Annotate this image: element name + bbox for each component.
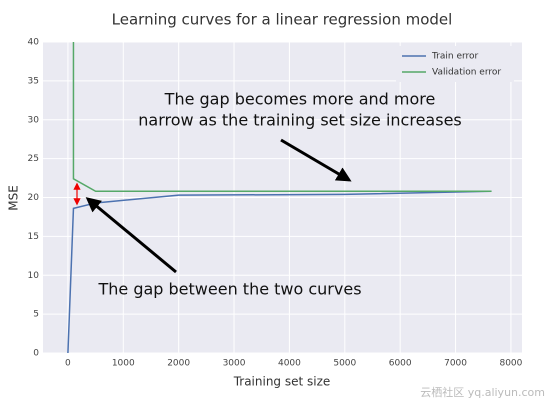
y-tick-label: 20 xyxy=(28,193,40,203)
x-tick-label: 7000 xyxy=(444,359,467,369)
legend-label: Validation error xyxy=(432,68,501,78)
x-tick-label: 8000 xyxy=(499,359,522,369)
y-tick-label: 40 xyxy=(28,38,40,48)
y-tick-label: 10 xyxy=(28,271,40,281)
series-line xyxy=(72,42,492,193)
y-tick-label: 15 xyxy=(28,232,39,242)
y-tick-label: 30 xyxy=(28,115,40,125)
legend-label: Train error xyxy=(431,52,479,62)
x-tick-label: 6000 xyxy=(389,359,412,369)
x-tick-label: 0 xyxy=(65,359,71,369)
chart-title: Learning curves for a linear regression … xyxy=(112,11,453,29)
x-tick-label: 5000 xyxy=(333,359,356,369)
y-tick-label: 5 xyxy=(33,310,39,320)
y-axis-label: MSE xyxy=(7,185,21,211)
annotation: narrow as the training set size increase… xyxy=(138,111,462,130)
x-tick-label: 2000 xyxy=(167,359,190,369)
annotation-arrow xyxy=(280,138,352,182)
annotation: The gap becomes more and more xyxy=(164,90,436,109)
annotation-arrow xyxy=(85,197,177,274)
annotation: The gap between the two curves xyxy=(97,280,361,299)
y-tick-label: 35 xyxy=(28,76,39,86)
x-tick-label: 3000 xyxy=(223,359,246,369)
x-tick-label: 4000 xyxy=(278,359,301,369)
legend-box xyxy=(396,46,514,82)
y-tick-label: 25 xyxy=(28,154,39,164)
watermark: 云栖社区 yq.aliyun.com xyxy=(420,385,545,399)
x-axis-label: Training set size xyxy=(233,375,331,389)
series-line xyxy=(67,190,492,353)
x-tick-label: 1000 xyxy=(112,359,135,369)
y-tick-label: 0 xyxy=(33,349,39,359)
